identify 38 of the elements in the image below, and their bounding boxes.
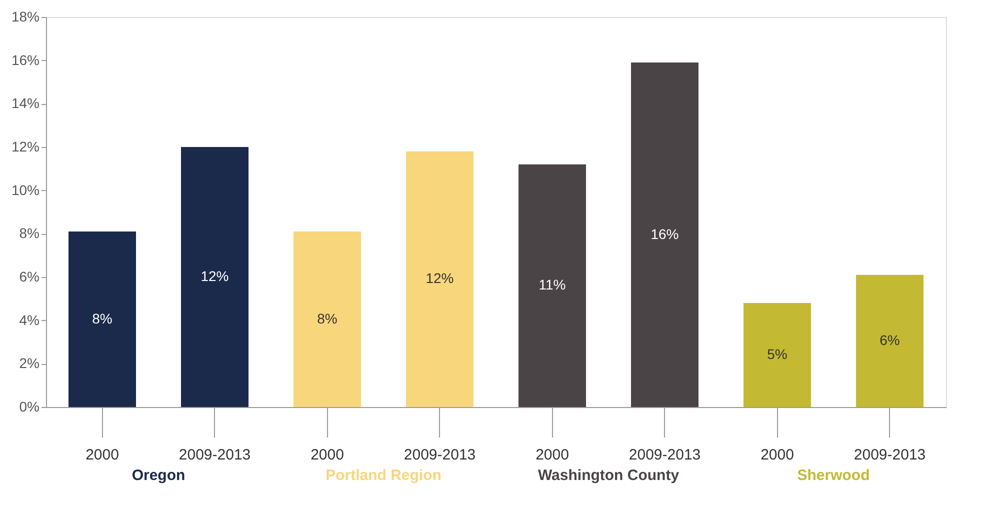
bar bbox=[856, 274, 924, 407]
y-tick-label: 0% bbox=[19, 398, 40, 414]
x-tick-label: 2000 bbox=[310, 446, 344, 464]
x-tick-label: 2009-2013 bbox=[404, 446, 476, 464]
bar bbox=[744, 303, 811, 407]
x-tick-label: 2000 bbox=[86, 446, 119, 464]
y-tick-label: 2% bbox=[19, 355, 40, 372]
text: Sherwood bbox=[797, 467, 870, 484]
y-tick-label: 14% bbox=[11, 95, 40, 112]
text: Washington County bbox=[538, 467, 680, 484]
x-tick-label: 2000 bbox=[536, 446, 569, 464]
bar bbox=[518, 164, 586, 407]
data-label: 8% bbox=[317, 310, 338, 326]
bar bbox=[406, 151, 474, 407]
y-tick-label: 18% bbox=[11, 8, 40, 24]
data-label: 12% bbox=[426, 270, 454, 286]
y-tick-label: 8% bbox=[19, 225, 40, 242]
data-label: 11% bbox=[538, 276, 566, 293]
bar bbox=[181, 147, 248, 407]
y-tick-label: 4% bbox=[19, 312, 40, 328]
x-tick-label: 2009-2013 bbox=[854, 446, 926, 464]
data-label: 12% bbox=[200, 268, 229, 284]
data-label: 8% bbox=[92, 310, 112, 326]
data-label: 6% bbox=[880, 332, 900, 348]
text: Oregon bbox=[132, 467, 186, 484]
y-tick-label: 12% bbox=[11, 138, 40, 154]
x-tick-label: 2009-2013 bbox=[628, 446, 701, 464]
y-tick-label: 6% bbox=[19, 268, 40, 284]
y-tick-label: 16% bbox=[11, 52, 40, 68]
bar bbox=[631, 62, 698, 407]
text: Portland Region bbox=[326, 467, 442, 484]
data-label: 16% bbox=[650, 226, 679, 242]
bar bbox=[68, 232, 136, 407]
x-tick-label: 2009-2013 bbox=[178, 446, 251, 464]
x-tick-label: 2000 bbox=[760, 446, 794, 464]
y-tick-label: 10% bbox=[11, 182, 40, 198]
bar bbox=[294, 232, 361, 407]
data-label: 5% bbox=[767, 346, 788, 362]
